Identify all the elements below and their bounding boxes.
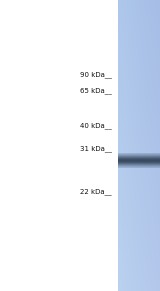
Text: 65 kDa__: 65 kDa__: [80, 87, 112, 94]
Text: 31 kDa__: 31 kDa__: [80, 145, 112, 152]
Text: 40 kDa__: 40 kDa__: [80, 122, 112, 129]
Text: 90 kDa__: 90 kDa__: [80, 71, 112, 78]
Text: 22 kDa__: 22 kDa__: [80, 189, 112, 196]
